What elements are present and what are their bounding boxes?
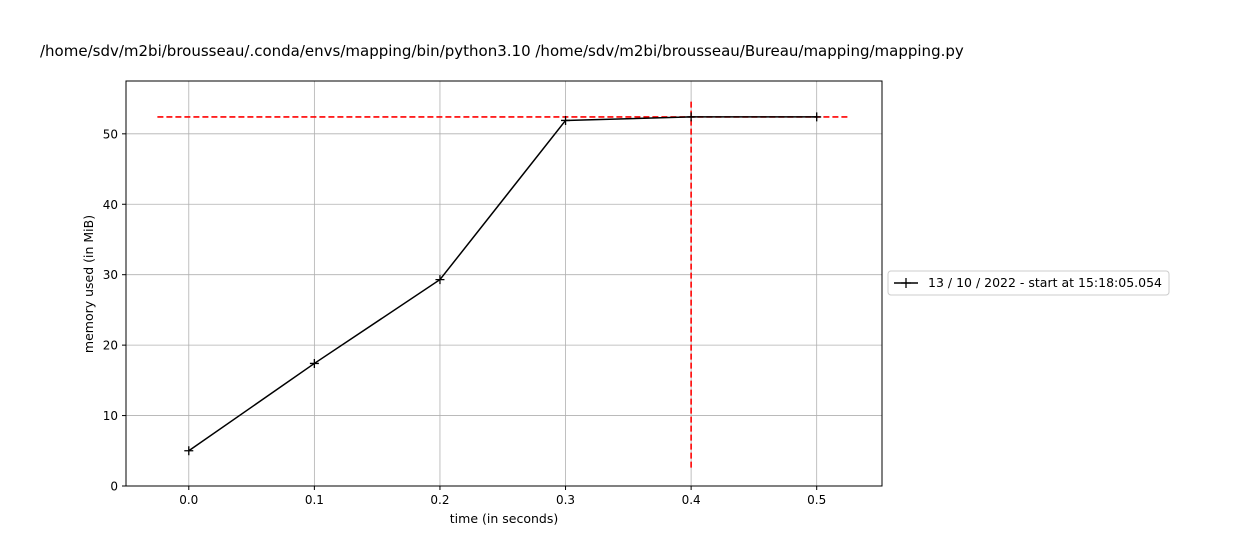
legend-marker-plus (901, 278, 911, 288)
y-tick-label: 50 (103, 127, 118, 141)
x-axis-ticks: 0.0 0.1 0.2 0.3 0.4 0.5 (179, 486, 826, 507)
x-tick-label: 0.4 (682, 493, 701, 507)
legend-label: 13 / 10 / 2022 - start at 15:18:05.054 (928, 275, 1162, 290)
plot-frame (125, 80, 883, 487)
reference-lines (157, 100, 849, 468)
series-line (188, 116, 817, 452)
grid (126, 81, 882, 487)
data-point-marker (184, 446, 194, 456)
data-point-marker (686, 112, 696, 122)
data-point-marker (561, 115, 571, 125)
x-axis-label: time (in seconds) (450, 511, 558, 526)
legend-box (887, 270, 1170, 296)
y-tick-label: 10 (103, 409, 118, 423)
y-axis-label: memory used (in MiB) (81, 215, 96, 353)
y-tick-label: 0 (110, 480, 118, 494)
x-tick-label: 0.3 (556, 493, 575, 507)
data-point-marker (435, 275, 445, 285)
x-tick-label: 0.5 (807, 493, 826, 507)
y-tick-label: 40 (103, 198, 118, 212)
y-tick-label: 30 (103, 268, 118, 282)
chart-title: /home/sdv/m2bi/brousseau/.conda/envs/map… (40, 42, 964, 60)
legend: 13 / 10 / 2022 - start at 15:18:05.054 (887, 270, 1170, 296)
x-tick-label: 0.2 (430, 493, 449, 507)
series-layer (184, 112, 822, 456)
y-tick-label: 20 (103, 339, 118, 353)
x-tick-label: 0.1 (305, 493, 324, 507)
data-point-marker (812, 112, 822, 122)
y-axis-ticks: 0 10 20 30 40 50 (103, 127, 126, 494)
x-tick-label: 0.0 (179, 493, 198, 507)
data-point-marker (309, 358, 319, 368)
